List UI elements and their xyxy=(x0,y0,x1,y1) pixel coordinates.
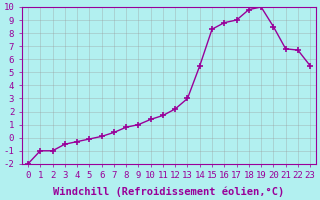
X-axis label: Windchill (Refroidissement éolien,°C): Windchill (Refroidissement éolien,°C) xyxy=(53,186,285,197)
